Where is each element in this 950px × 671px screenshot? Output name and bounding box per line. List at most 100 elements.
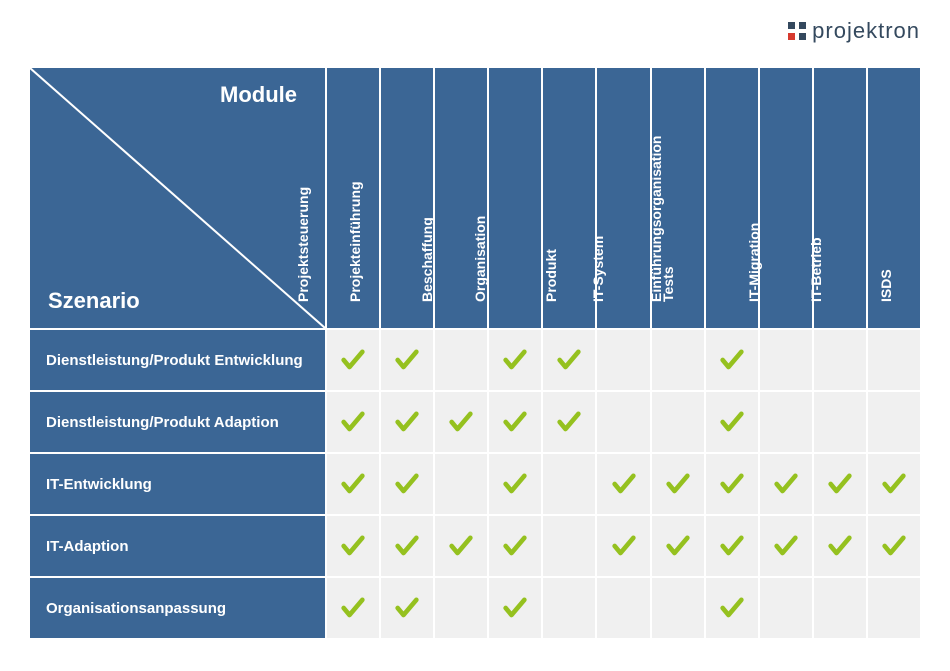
logo-text: projektron bbox=[812, 18, 920, 44]
matrix-cell bbox=[760, 392, 812, 452]
column-header-label: IT-Betrieb bbox=[808, 237, 824, 302]
matrix-cell bbox=[706, 454, 758, 514]
column-header-label: IT-Migration bbox=[746, 223, 762, 302]
check-icon bbox=[555, 408, 583, 436]
page: projektron Module Szenario Projektsteuer… bbox=[0, 0, 950, 671]
corner-bottom-label: Szenario bbox=[48, 288, 140, 314]
matrix-cell bbox=[597, 516, 649, 576]
matrix-cell bbox=[435, 330, 487, 390]
row-header: IT-Adaption bbox=[30, 516, 325, 576]
matrix-cell bbox=[652, 392, 704, 452]
matrix-cell bbox=[489, 392, 541, 452]
matrix-cell bbox=[814, 330, 866, 390]
check-icon bbox=[339, 408, 367, 436]
column-header: Produkt bbox=[543, 68, 595, 328]
row-cells bbox=[327, 578, 920, 638]
matrix-header-row: Module Szenario ProjektsteuerungProjekte… bbox=[30, 68, 920, 328]
matrix-cell bbox=[327, 392, 379, 452]
check-icon bbox=[393, 470, 421, 498]
matrix-cell bbox=[543, 578, 595, 638]
matrix-cell bbox=[381, 392, 433, 452]
table-row: Dienstleistung/Produkt Adaption bbox=[30, 392, 920, 452]
matrix-cell bbox=[814, 392, 866, 452]
matrix-cell bbox=[597, 454, 649, 514]
check-icon bbox=[339, 470, 367, 498]
check-icon bbox=[610, 532, 638, 560]
table-row: IT-Entwicklung bbox=[30, 454, 920, 514]
check-icon bbox=[501, 346, 529, 374]
matrix-cell bbox=[327, 454, 379, 514]
check-icon bbox=[447, 408, 475, 436]
column-header-label: Einführungsorganisation bbox=[648, 136, 664, 302]
matrix-cell bbox=[543, 516, 595, 576]
check-icon bbox=[772, 532, 800, 560]
check-icon bbox=[447, 532, 475, 560]
check-icon bbox=[501, 532, 529, 560]
check-icon bbox=[501, 594, 529, 622]
matrix-body: Dienstleistung/Produkt EntwicklungDienst… bbox=[30, 330, 920, 638]
matrix-cell bbox=[760, 330, 812, 390]
table-row: IT-Adaption bbox=[30, 516, 920, 576]
matrix-cell bbox=[381, 330, 433, 390]
matrix-cell bbox=[489, 330, 541, 390]
row-header: Dienstleistung/Produkt Adaption bbox=[30, 392, 325, 452]
column-header: IT-System bbox=[597, 68, 649, 328]
column-header-label: IT-System bbox=[590, 236, 606, 302]
row-cells bbox=[327, 330, 920, 390]
column-header-label: Projekteinführung bbox=[347, 181, 363, 302]
matrix-cell bbox=[543, 454, 595, 514]
matrix-cell bbox=[381, 578, 433, 638]
matrix-cell bbox=[706, 330, 758, 390]
column-header-label: Produkt bbox=[543, 249, 559, 302]
check-icon bbox=[772, 470, 800, 498]
column-header-label: ISDS bbox=[878, 269, 894, 302]
check-icon bbox=[393, 346, 421, 374]
matrix-cell bbox=[381, 516, 433, 576]
check-icon bbox=[718, 594, 746, 622]
check-icon bbox=[393, 408, 421, 436]
matrix-cell bbox=[760, 578, 812, 638]
row-cells bbox=[327, 516, 920, 576]
check-icon bbox=[880, 470, 908, 498]
table-row: Organisationsanpassung bbox=[30, 578, 920, 638]
logo: projektron bbox=[788, 18, 920, 44]
row-header: IT-Entwicklung bbox=[30, 454, 325, 514]
matrix-cell bbox=[543, 330, 595, 390]
row-cells bbox=[327, 392, 920, 452]
matrix-cell bbox=[489, 578, 541, 638]
column-header-label: Beschaffung bbox=[419, 217, 435, 302]
check-icon bbox=[718, 532, 746, 560]
matrix-cell bbox=[327, 330, 379, 390]
matrix-cell bbox=[597, 330, 649, 390]
check-icon bbox=[718, 470, 746, 498]
matrix-cell bbox=[327, 578, 379, 638]
matrix-cell bbox=[597, 392, 649, 452]
matrix-cell bbox=[706, 392, 758, 452]
table-row: Dienstleistung/Produkt Entwicklung bbox=[30, 330, 920, 390]
matrix-cell bbox=[652, 454, 704, 514]
matrix-cell bbox=[381, 454, 433, 514]
column-header: ISDS bbox=[868, 68, 920, 328]
matrix-corner-cell: Module Szenario bbox=[30, 68, 325, 328]
check-icon bbox=[826, 532, 854, 560]
matrix-cell bbox=[868, 392, 920, 452]
matrix-cell bbox=[868, 454, 920, 514]
check-icon bbox=[610, 470, 638, 498]
check-icon bbox=[501, 470, 529, 498]
module-scenario-matrix: Module Szenario ProjektsteuerungProjekte… bbox=[30, 68, 920, 638]
check-icon bbox=[339, 346, 367, 374]
matrix-cell bbox=[814, 578, 866, 638]
check-icon bbox=[664, 532, 692, 560]
check-icon bbox=[718, 346, 746, 374]
matrix-cell bbox=[327, 516, 379, 576]
check-icon bbox=[339, 594, 367, 622]
matrix-cell bbox=[597, 578, 649, 638]
matrix-cell bbox=[435, 516, 487, 576]
matrix-cell bbox=[814, 454, 866, 514]
matrix-cell bbox=[706, 516, 758, 576]
matrix-cell bbox=[652, 578, 704, 638]
logo-mark-icon bbox=[788, 22, 806, 40]
matrix-cell bbox=[868, 578, 920, 638]
check-icon bbox=[880, 532, 908, 560]
check-icon bbox=[664, 470, 692, 498]
